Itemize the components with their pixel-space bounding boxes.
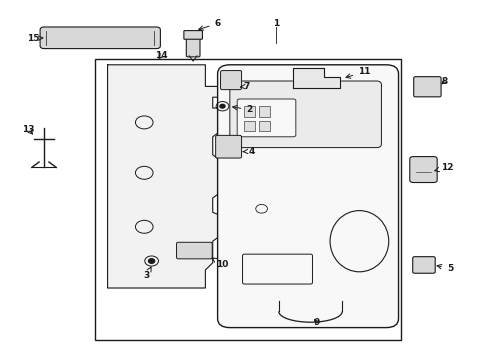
FancyBboxPatch shape	[412, 257, 434, 273]
FancyBboxPatch shape	[215, 135, 241, 158]
Bar	[244, 106, 255, 117]
FancyBboxPatch shape	[183, 31, 202, 39]
Polygon shape	[293, 68, 339, 88]
Circle shape	[220, 104, 224, 108]
FancyBboxPatch shape	[176, 242, 212, 259]
Text: 1: 1	[273, 19, 279, 28]
Ellipse shape	[329, 211, 388, 272]
Text: 5: 5	[436, 264, 452, 273]
FancyBboxPatch shape	[413, 77, 440, 97]
Text: 10: 10	[212, 258, 228, 269]
Text: 2: 2	[232, 105, 252, 114]
Text: 14: 14	[155, 51, 167, 60]
FancyBboxPatch shape	[229, 81, 381, 148]
Bar	[95, 59, 400, 340]
Text: 12: 12	[434, 163, 453, 172]
Text: 3: 3	[143, 267, 151, 280]
Text: 7: 7	[240, 82, 250, 91]
Text: 9: 9	[313, 318, 320, 327]
FancyBboxPatch shape	[220, 71, 241, 90]
FancyBboxPatch shape	[186, 37, 200, 57]
Text: 4: 4	[243, 147, 255, 156]
Circle shape	[148, 259, 154, 263]
FancyBboxPatch shape	[242, 254, 312, 284]
Text: 13: 13	[22, 125, 35, 134]
Text: 6: 6	[199, 19, 220, 30]
Polygon shape	[107, 65, 222, 288]
Bar	[244, 121, 255, 131]
Text: 11: 11	[346, 68, 370, 78]
Text: 8: 8	[441, 77, 447, 85]
FancyBboxPatch shape	[40, 27, 160, 49]
Bar	[259, 106, 269, 117]
FancyBboxPatch shape	[409, 157, 436, 183]
Bar	[259, 121, 269, 131]
Text: 15: 15	[27, 34, 43, 43]
FancyBboxPatch shape	[237, 99, 295, 137]
FancyBboxPatch shape	[217, 65, 398, 328]
